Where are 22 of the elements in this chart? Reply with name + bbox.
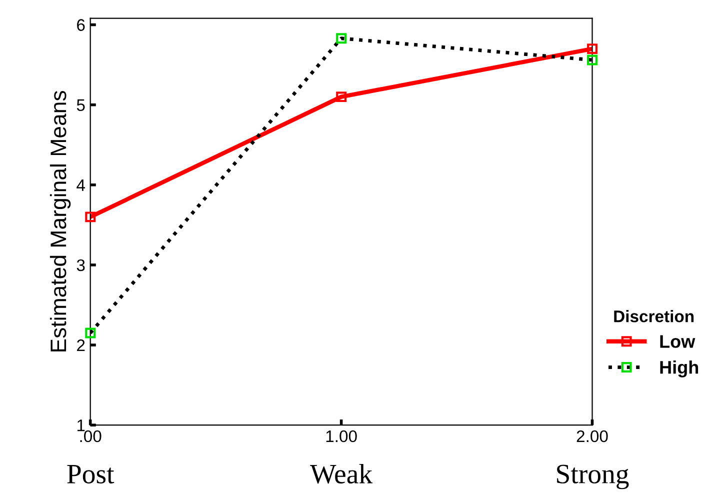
text: Strong — [557, 464, 629, 490]
point — [85, 328, 96, 338]
y-tick-label: 5 — [76, 99, 85, 112]
point — [336, 92, 347, 102]
y-tick-label: 1 — [77, 420, 85, 432]
legend-label: Low — [660, 335, 696, 348]
point — [85, 212, 96, 222]
point — [587, 54, 598, 66]
x-tick-label: .00 — [80, 430, 102, 442]
point — [336, 33, 347, 44]
x-tick-label: 1.00 — [326, 430, 357, 442]
x-tick-label: 2.00 — [576, 430, 608, 442]
point — [587, 44, 598, 54]
text: Weak — [310, 464, 373, 484]
legend-title: Discretion — [614, 310, 694, 322]
y-axis-title: Estimated Marginal Means — [50, 90, 71, 352]
y-tick-label: 4 — [76, 179, 85, 191]
y-tick-label: 6 — [77, 19, 85, 31]
legend-label: High — [660, 360, 698, 378]
text: Post — [67, 465, 114, 484]
y-tick-label: 3 — [76, 259, 85, 272]
y-tick-label: 2 — [77, 339, 85, 352]
